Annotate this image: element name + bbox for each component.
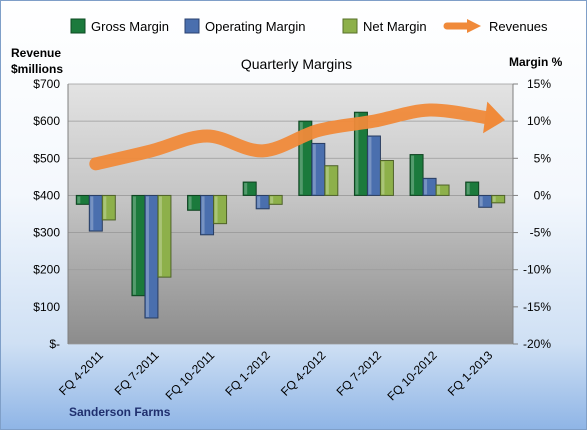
right-tick-label: 5% (534, 151, 552, 165)
bar-highlight (158, 196, 162, 277)
right-tick-label: 15% (527, 77, 551, 91)
x-tick-label: FQ 7-2011 (112, 348, 162, 398)
bar-highlight (188, 196, 192, 210)
bar-highlight (325, 166, 329, 195)
legend-arrowhead-icon (467, 19, 481, 33)
bar-highlight (103, 196, 107, 219)
x-tick-label: FQ 1-2012 (222, 348, 273, 399)
legend-label-gross-margin: Gross Margin (91, 19, 169, 34)
bar-highlight (312, 144, 316, 195)
x-tick-label: FQ 4-2011 (56, 348, 106, 398)
right-axis-label: Margin % (509, 55, 563, 69)
bar-net-margin (101, 194, 116, 221)
x-tick-label: FQ 4-2012 (278, 348, 329, 399)
left-tick-label: $100 (33, 300, 60, 314)
bar-highlight (77, 196, 81, 204)
bar-net-margin (379, 160, 394, 196)
bar-highlight (214, 196, 218, 223)
right-tick-label: -20% (523, 337, 551, 351)
left-tick-label: $500 (33, 151, 60, 165)
chart-title: Quarterly Margins (241, 56, 352, 72)
bar-highlight (90, 196, 94, 231)
x-tick-label: FQ 10-2011 (163, 348, 218, 403)
bar-highlight (437, 186, 441, 195)
bar-net-margin (268, 194, 283, 205)
gridlines (67, 83, 514, 345)
bar-highlight (132, 196, 136, 295)
legend-label-operating-margin: Operating Margin (205, 19, 305, 34)
left-tick-label: $200 (33, 263, 60, 277)
right-tick-label: -15% (523, 300, 551, 314)
right-tick-label: 0% (534, 188, 552, 202)
bar-highlight (368, 137, 372, 195)
legend-swatch-net-margin (342, 18, 358, 34)
bar-highlight (492, 196, 496, 202)
bar-highlight (424, 179, 428, 195)
legend-swatch-gross-margin (70, 18, 86, 34)
left-axis-label-line1: Revenue (11, 46, 61, 60)
right-tick-label: -10% (523, 263, 551, 277)
x-tick-label: FQ 1-2013 (445, 348, 496, 399)
bar-gross-margin (242, 181, 257, 196)
left-tick-label: $600 (33, 114, 60, 128)
bar-highlight (411, 155, 415, 195)
bar-highlight (479, 196, 483, 207)
bar-net-margin (213, 194, 228, 225)
bar-net-margin (324, 165, 339, 196)
revenue-line (89, 101, 506, 171)
footer-company: Sanderson Farms (69, 405, 171, 419)
legend-label-revenues: Revenues (489, 19, 548, 34)
left-tick-label: $- (49, 337, 60, 351)
bar-highlight (145, 196, 149, 317)
left-axis-label-line2: $millions (11, 62, 63, 76)
bar-net-margin (157, 194, 172, 278)
right-axis-ticks: -20% -15% -10% -5% 0% 5% 10% 15% (513, 77, 551, 351)
bar-highlight (381, 161, 385, 195)
bar-gross-margin (409, 154, 424, 196)
x-axis-ticks: FQ 4-2011 FQ 7-2011 FQ 10-2011 FQ 1-2012 FQ … (56, 348, 495, 403)
bar-highlight (270, 196, 274, 204)
legend: Gross Margin Operating Margin Net Margin… (70, 18, 548, 34)
bar-net-margin (435, 184, 450, 196)
revenue-line-path (89, 103, 492, 171)
x-tick-label: FQ 7-2012 (334, 348, 385, 399)
bar-highlight (257, 196, 261, 208)
bar-highlight (466, 183, 470, 195)
left-tick-label: $400 (33, 188, 60, 202)
legend-swatch-operating-margin (184, 18, 200, 34)
bar-highlight (201, 196, 205, 234)
right-tick-label: -5% (530, 226, 552, 240)
left-tick-label: $700 (33, 77, 60, 91)
right-tick-label: 10% (527, 114, 551, 128)
bar-highlight (355, 113, 359, 195)
bar-highlight (299, 122, 303, 195)
bar-net-margin (491, 194, 506, 204)
x-tick-label: FQ 10-2012 (384, 348, 439, 403)
legend-label-net-margin: Net Margin (363, 19, 427, 34)
left-tick-label: $300 (33, 226, 60, 240)
bar-series (75, 111, 506, 319)
left-axis-ticks: $- $100 $200 $300 $400 $500 $600 $700 (33, 77, 60, 351)
bar-gross-margin (465, 181, 480, 196)
bar-highlight (244, 183, 248, 195)
revenue-arrowhead-icon (483, 101, 506, 134)
